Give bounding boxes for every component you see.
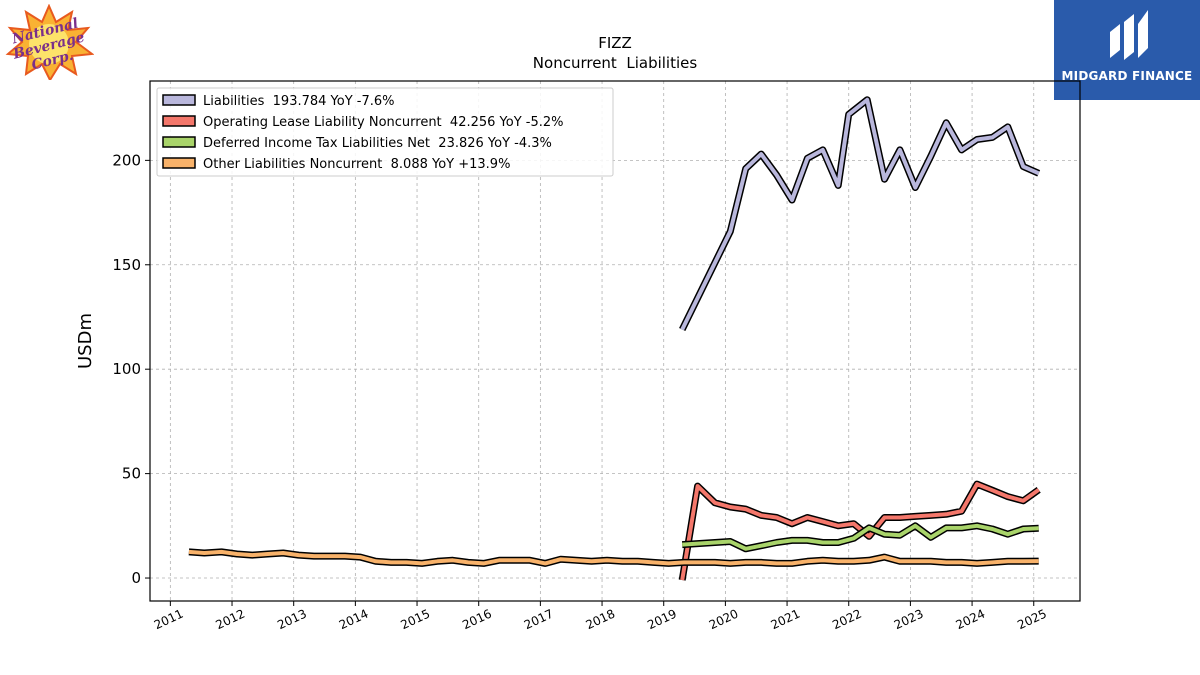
x-tick-label: 2015: [399, 607, 433, 633]
legend-entry: Deferred Income Tax Liabilities Net 23.8…: [203, 136, 552, 151]
legend-swatch: [162, 157, 196, 169]
x-tick-label: 2011: [152, 607, 186, 633]
y-tick-label: 200: [112, 151, 141, 169]
x-tick-label: 2019: [645, 607, 679, 633]
x-tick-label: 2017: [522, 607, 556, 633]
chart-title: FIZZ: [598, 34, 632, 52]
x-tick-label: 2021: [769, 607, 803, 633]
series-line: [682, 523, 1039, 551]
national-beverage-logo: National Beverage Corp.: [4, 3, 95, 83]
x-tick-label: 2020: [707, 607, 741, 633]
legend: Liabilities 193.784 YoY -7.6% Operating L…: [156, 87, 614, 177]
y-tick-label: 100: [112, 360, 141, 378]
legend-entry: Liabilities 193.784 YoY -7.6%: [203, 94, 395, 109]
x-tick-label: 2012: [214, 607, 248, 633]
legend-swatch: [162, 115, 196, 127]
starburst-icon: [5, 3, 95, 83]
x-tick-label: 2023: [892, 607, 926, 633]
x-tick-label: 2025: [1015, 607, 1049, 633]
series-line: [188, 549, 1039, 566]
x-tick-label: 2022: [830, 607, 864, 633]
chart-subtitle: Noncurrent Liabilities: [533, 54, 698, 72]
series-3: [681, 522, 1039, 553]
y-tick-label: 50: [122, 465, 141, 483]
legend-entry: Other Liabilities Noncurrent 8.088 YoY +…: [203, 157, 510, 172]
x-tick-label: 2016: [460, 607, 494, 633]
midgard-finance-logo: MIDGARD FINANCE: [1054, 0, 1200, 100]
plot-frame: [149, 80, 1081, 602]
legend-swatch: [162, 136, 196, 148]
series-1: [679, 96, 1041, 332]
series-4: [188, 548, 1039, 567]
x-tick-label: 2014: [337, 607, 371, 633]
y-tick-label: 150: [112, 256, 141, 274]
series-line: [680, 97, 1040, 331]
x-tick-label: 2024: [954, 607, 988, 633]
series-lines: [188, 96, 1041, 581]
y-axis-label: USDm: [75, 313, 96, 369]
legend-box: [156, 87, 614, 177]
legend-entry: Operating Lease Liability Noncurrent 42.…: [203, 115, 564, 130]
legend-swatch: [162, 94, 196, 106]
midgard-finance-label: MIDGARD FINANCE: [1061, 69, 1193, 83]
midgard-emblem-icon: [1110, 10, 1148, 60]
x-tick-label: 2018: [584, 607, 618, 633]
y-tick-label: 0: [131, 569, 141, 587]
x-tick-label: 2013: [275, 607, 309, 633]
